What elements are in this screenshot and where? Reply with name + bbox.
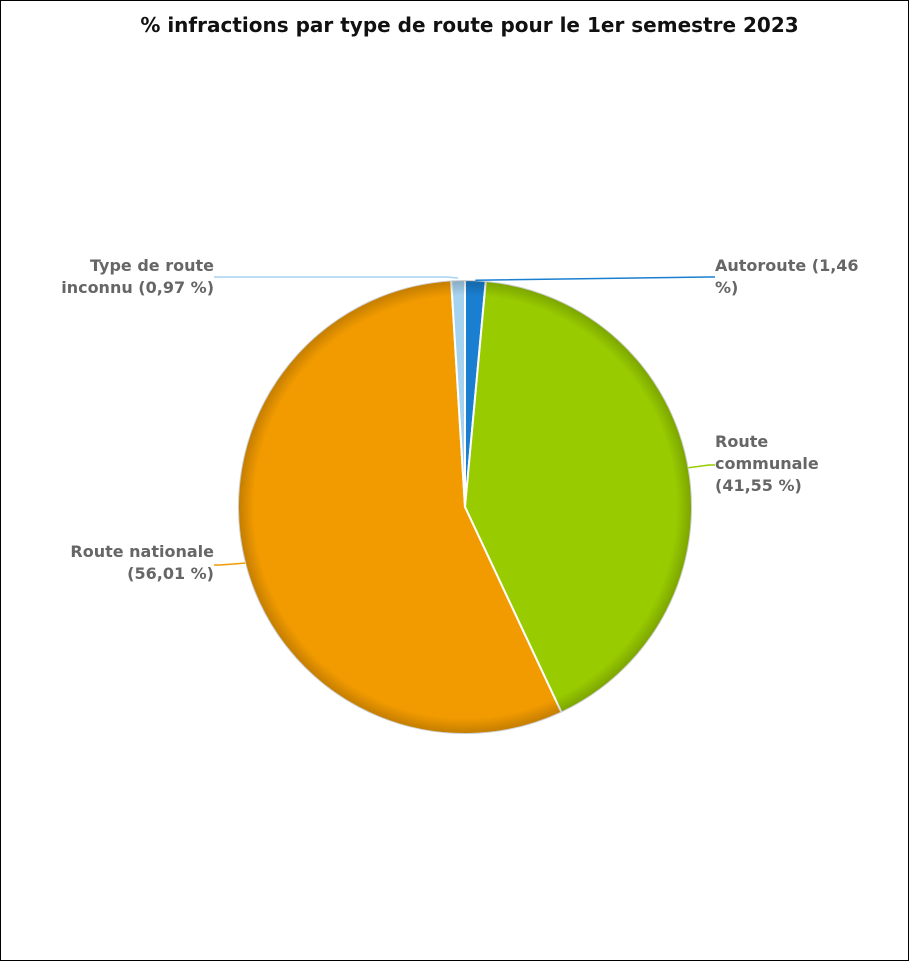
data-label-type-de-route-inconnu: Type de route inconnu (0,97 %) — [61, 256, 214, 297]
data-label-line: communale — [715, 454, 819, 473]
data-label-route-communale: Route communale (41,55 %) — [715, 432, 819, 495]
connector-route-communale — [688, 464, 715, 469]
labels-layer: Autoroute (1,46 %) Route communale (41,55 %)… — [61, 256, 858, 583]
data-label-line: %) — [715, 278, 738, 297]
data-label-route-nationale: Route nationale (56,01 %) — [70, 542, 214, 583]
connectors-layer — [214, 276, 715, 566]
data-label-line: (56,01 %) — [127, 564, 214, 583]
data-label-line: (41,55 %) — [715, 476, 802, 495]
connector-route-nationale — [214, 562, 246, 566]
data-label-line: Route — [715, 432, 768, 451]
slices-layer — [237, 278, 693, 735]
data-label-line: Route nationale — [70, 542, 214, 561]
data-label-line: Autoroute (1,46 — [715, 256, 859, 275]
chart-title: % infractions par type de route pour le … — [140, 13, 799, 37]
data-label-autoroute: Autoroute (1,46%) — [715, 256, 859, 297]
connector-autoroute — [475, 276, 715, 281]
connector-type-de-route-inconnu — [214, 276, 459, 279]
data-label-line: Type de route — [90, 256, 214, 275]
data-label-line: inconnu (0,97 %) — [61, 278, 214, 297]
